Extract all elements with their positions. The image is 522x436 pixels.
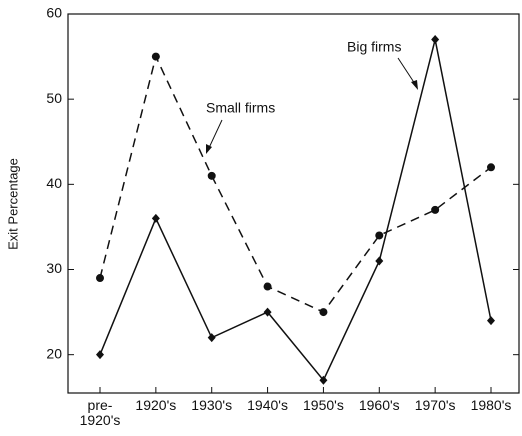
y-tick-label: 20 [46,345,62,361]
arrow-head [206,144,212,154]
series-line [99,39,492,382]
point [207,171,216,180]
x-tick-label: 1940's [247,398,288,413]
point [487,316,495,326]
point [263,307,272,317]
annotation: Small firms [206,100,275,116]
x-tick-label-box: 1950's [303,398,344,413]
annotation-arrow [207,119,223,151]
y-tick-label: 30 [46,260,62,276]
x-tick-label-box: 1920's [135,398,177,413]
y-axis-label: Exit Percentage [5,158,20,250]
x-tick-label-box: 1960's [358,398,400,413]
point [263,282,272,291]
x-tick-label-box: 1970's [414,398,456,413]
x-tick-label-box: pre-1920's [79,398,121,428]
point [319,308,328,317]
x-tick-label-box: 1940's [247,398,288,413]
y-tick-label: 60 [46,5,62,21]
point [487,163,495,172]
point [207,333,216,343]
annotation: Big firms [347,39,401,55]
arrow-head [411,80,418,90]
y-tick-label: 40 [46,175,62,191]
point [151,52,160,61]
point [375,231,384,240]
x-tick-label: 1930's [191,398,233,413]
point [96,274,104,283]
point [319,375,328,385]
x-tick-label: 1920's [135,398,177,413]
x-tick-label: 1980's [470,398,512,413]
point [431,35,440,45]
x-tick-label: 1960's [358,398,400,413]
y-tick-label: 50 [46,90,62,106]
point [96,350,104,360]
point [375,256,384,266]
point [151,213,160,223]
x-tick-label: 1950's [303,398,344,413]
series-line [99,54,492,314]
x-tick-label-box: 1980's [470,398,512,413]
x-tick-label: 1970's [414,398,456,413]
point [431,205,440,214]
x-tick-label-box: 1930's [191,398,233,413]
plot-frame [67,13,520,394]
x-tick-label: pre-1920's [79,398,121,428]
